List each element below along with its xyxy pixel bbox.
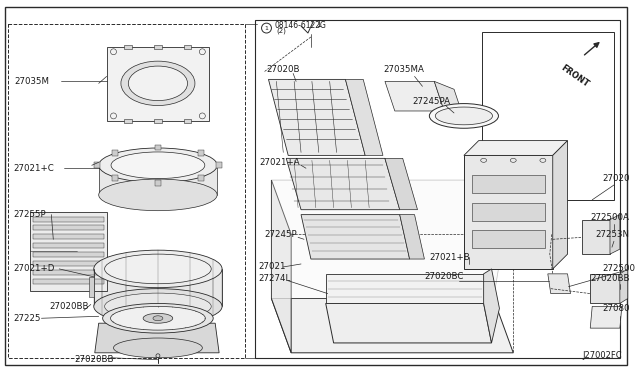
Polygon shape [620,269,628,304]
Polygon shape [124,45,132,49]
Polygon shape [326,274,484,304]
Polygon shape [216,162,222,168]
Text: (2): (2) [276,28,286,34]
Polygon shape [400,215,424,259]
Text: 27245P: 27245P [264,230,297,239]
Ellipse shape [111,307,205,330]
Polygon shape [301,215,410,259]
Polygon shape [590,274,620,304]
Text: 27021+B: 27021+B [429,253,470,262]
Polygon shape [33,243,104,248]
Polygon shape [385,81,444,111]
Polygon shape [154,119,162,123]
Polygon shape [112,150,118,155]
Text: J27002FC: J27002FC [582,351,622,360]
Polygon shape [271,298,513,353]
Polygon shape [29,212,107,291]
Polygon shape [548,274,570,294]
Text: 272500: 272500 [602,264,635,273]
Polygon shape [268,79,365,155]
Text: 27021+D: 27021+D [14,264,55,273]
Polygon shape [95,323,219,353]
Polygon shape [472,175,545,193]
Polygon shape [435,81,464,119]
Ellipse shape [435,107,493,125]
Polygon shape [155,145,161,150]
Polygon shape [155,180,161,186]
Text: 27020BC: 27020BC [424,272,464,281]
Polygon shape [124,119,132,123]
Polygon shape [184,119,191,123]
Polygon shape [94,162,100,168]
Polygon shape [33,252,104,257]
Polygon shape [89,277,94,296]
Polygon shape [198,175,204,181]
Polygon shape [184,45,191,49]
Polygon shape [99,165,217,195]
Text: 1: 1 [264,26,268,31]
Polygon shape [271,180,513,298]
Text: 27020BB: 27020BB [74,355,113,364]
Polygon shape [286,158,400,210]
Text: 27021+C: 27021+C [14,164,54,173]
Polygon shape [590,307,622,328]
Polygon shape [271,180,291,353]
Polygon shape [346,79,383,155]
Text: 27020B: 27020B [266,65,300,74]
Text: 27255P: 27255P [14,210,47,219]
Ellipse shape [104,293,211,320]
Polygon shape [33,279,104,284]
Polygon shape [33,225,104,230]
Ellipse shape [99,148,217,183]
Polygon shape [107,47,209,121]
Ellipse shape [94,250,222,288]
Polygon shape [326,304,492,343]
Polygon shape [610,215,620,254]
Ellipse shape [111,152,205,179]
Text: 27245PA: 27245PA [413,97,451,106]
Text: 08146-6122G: 08146-6122G [275,20,326,30]
Text: 27274L: 27274L [259,274,291,283]
Polygon shape [472,203,545,221]
Text: 27035MA: 27035MA [383,65,424,74]
Text: 27020BB: 27020BB [49,302,89,311]
Polygon shape [385,158,417,210]
Text: 27080: 27080 [602,304,630,313]
Text: 27253N: 27253N [596,230,630,239]
Ellipse shape [94,289,222,324]
Polygon shape [154,45,162,49]
Text: 1: 1 [316,20,321,29]
Polygon shape [464,155,553,269]
Polygon shape [553,141,568,269]
Ellipse shape [99,179,217,211]
Text: 27225: 27225 [14,314,42,323]
Ellipse shape [153,316,163,321]
Text: 272500A: 272500A [591,213,630,222]
Ellipse shape [104,254,211,284]
Ellipse shape [429,103,499,128]
Text: 27035M: 27035M [15,77,50,86]
Polygon shape [464,141,568,155]
Polygon shape [33,217,104,222]
Ellipse shape [143,313,173,323]
Polygon shape [198,150,204,155]
Polygon shape [484,269,499,343]
Polygon shape [33,234,104,239]
Polygon shape [94,269,222,307]
Ellipse shape [128,66,188,100]
Text: 27021: 27021 [259,262,286,272]
Ellipse shape [121,61,195,106]
Text: 27021+A: 27021+A [260,158,300,167]
Ellipse shape [113,338,202,358]
Polygon shape [582,219,610,254]
Text: 27020BB: 27020BB [590,274,630,283]
Text: 27020: 27020 [602,174,630,183]
Ellipse shape [102,304,213,333]
Polygon shape [112,175,118,181]
Polygon shape [33,270,104,275]
Text: FRONT: FRONT [559,64,590,89]
Polygon shape [33,261,104,266]
Polygon shape [472,230,545,248]
